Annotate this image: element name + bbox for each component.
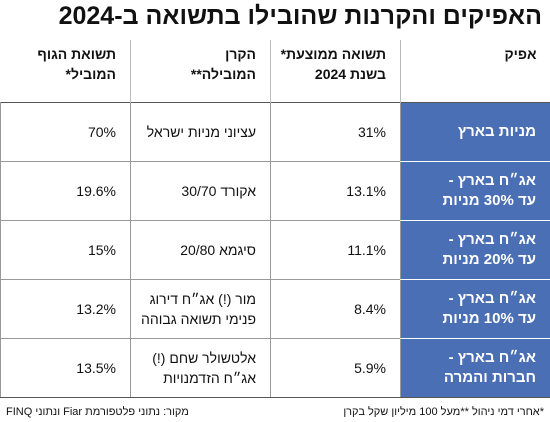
- cell-line: בשנת 2024: [314, 66, 386, 82]
- table-cell: 31%: [270, 102, 401, 162]
- column-header: הקרן המובילה**: [130, 40, 271, 103]
- source: מקור: נתוני פלטפורמת Fiar ונתוני FINQ: [6, 406, 189, 418]
- header-row: אפיק תשואה ממוצעת* בשנת 2024 הקרן המובילה** ת…: [1, 40, 550, 103]
- cell-line: סיגמא 20/80: [180, 242, 256, 258]
- cell-line: אלטשולר שחם (!): [152, 350, 256, 366]
- cell-line: 19.6%: [76, 183, 116, 199]
- table-cell: סיגמא 20/80: [130, 220, 271, 280]
- column-header: תשואת הגוף המוביל*: [1, 40, 131, 103]
- table-row: אג״ח בארץ - עד 20% מניות 11.1% סיגמא 20/80 1…: [0, 220, 550, 280]
- row-label: אג״ח בארץ - עד 20% מניות: [400, 220, 550, 280]
- cell-line: הקרן: [225, 46, 256, 62]
- cell-line: עד 20% מניות: [442, 251, 536, 268]
- table-cell: 15%: [0, 220, 131, 280]
- cell-line: 13.5%: [76, 360, 116, 376]
- cell-line: 8.4%: [354, 301, 386, 317]
- table-row: אג״ח בארץ - עד 10% מניות 8.4% מור (!) אג״ח …: [0, 279, 550, 339]
- table: אפיק תשואה ממוצעת* בשנת 2024 הקרן המובילה** ת…: [0, 40, 550, 398]
- cell-line: מור (!) אג״ח דירוג: [149, 291, 256, 307]
- cell-line: 13.1%: [346, 183, 386, 199]
- cell-line: עד 10% מניות: [442, 310, 536, 327]
- table-cell: עציוני מניות ישראל: [130, 102, 271, 162]
- column-header: אפיק: [400, 40, 550, 103]
- table-row: מניות בארץ 31% עציוני מניות ישראל 70%: [0, 102, 550, 162]
- cell-line: אג״ח בארץ -: [448, 290, 536, 307]
- cell-line: 11.1%: [347, 242, 386, 258]
- table-header: אפיק תשואה ממוצעת* בשנת 2024 הקרן המובילה** ת…: [1, 40, 550, 103]
- table-row: אג״ח בארץ - חברות והמרה 5.9% אלטשולר שחם (!…: [0, 338, 550, 398]
- table-cell: 70%: [0, 102, 131, 162]
- cell-line: אפיק: [504, 46, 537, 62]
- cell-line: 31%: [357, 124, 386, 140]
- title: האפיקים והקרנות שהובילו בתשואה ב-2024: [58, 2, 542, 30]
- cell-line: 5.9%: [354, 360, 386, 376]
- cell-line: אג״ח הזדמנויות: [163, 370, 256, 386]
- table-cell: אלטשולר שחם (!) אג״ח הזדמנויות: [130, 338, 271, 398]
- cell-line: עציוני מניות ישראל: [146, 124, 256, 140]
- cell-line: חברות והמרה: [443, 369, 536, 386]
- table-cell: מור (!) אג״ח דירוג פנימי תשואה גבוהה: [130, 279, 271, 339]
- row-label: אג״ח בארץ - חברות והמרה: [400, 338, 550, 398]
- cell-line: מניות בארץ: [457, 123, 536, 140]
- cell-line: תשואה ממוצעת*: [280, 46, 386, 62]
- table-cell: 11.1%: [270, 220, 401, 280]
- table-row: אג״ח בארץ - עד 30% מניות 13.1% אקורד 30/70 1…: [0, 161, 550, 221]
- cell-line: פנימי תשואה גבוהה: [141, 311, 256, 327]
- cell-line: המוביל*: [65, 66, 117, 82]
- table-cell: 13.1%: [270, 161, 401, 221]
- cell-line: 15%: [87, 242, 116, 258]
- cell-line: 13.2%: [76, 301, 116, 317]
- row-label: אג״ח בארץ - עד 30% מניות: [400, 161, 550, 221]
- cell-line: תשואת הגוף: [37, 46, 116, 62]
- table-cell: 8.4%: [270, 279, 401, 339]
- footnote: *אחרי דמי ניהול **מעל 100 מיליון שקל בקר…: [343, 406, 544, 418]
- table-cell: אקורד 30/70: [130, 161, 271, 221]
- column-header: תשואה ממוצעת* בשנת 2024: [270, 40, 401, 103]
- cell-line: עד 30% מניות: [442, 192, 536, 209]
- cell-line: אג״ח בארץ -: [448, 349, 536, 366]
- cell-line: אקורד 30/70: [181, 183, 256, 199]
- table-body: מניות בארץ 31% עציוני מניות ישראל 70% אג״ח ב…: [0, 102, 550, 398]
- cell-line: אג״ח בארץ -: [448, 172, 536, 189]
- cell-line: המובילה**: [190, 66, 256, 82]
- cell-line: 70%: [87, 124, 116, 140]
- table-cell: 5.9%: [270, 338, 401, 398]
- table-cell: 13.5%: [0, 338, 131, 398]
- row-label: אג״ח בארץ - עד 10% מניות: [400, 279, 550, 339]
- cell-line: אג״ח בארץ -: [448, 231, 536, 248]
- row-label: מניות בארץ: [400, 102, 550, 162]
- table-cell: 19.6%: [0, 161, 131, 221]
- table-cell: 13.2%: [0, 279, 131, 339]
